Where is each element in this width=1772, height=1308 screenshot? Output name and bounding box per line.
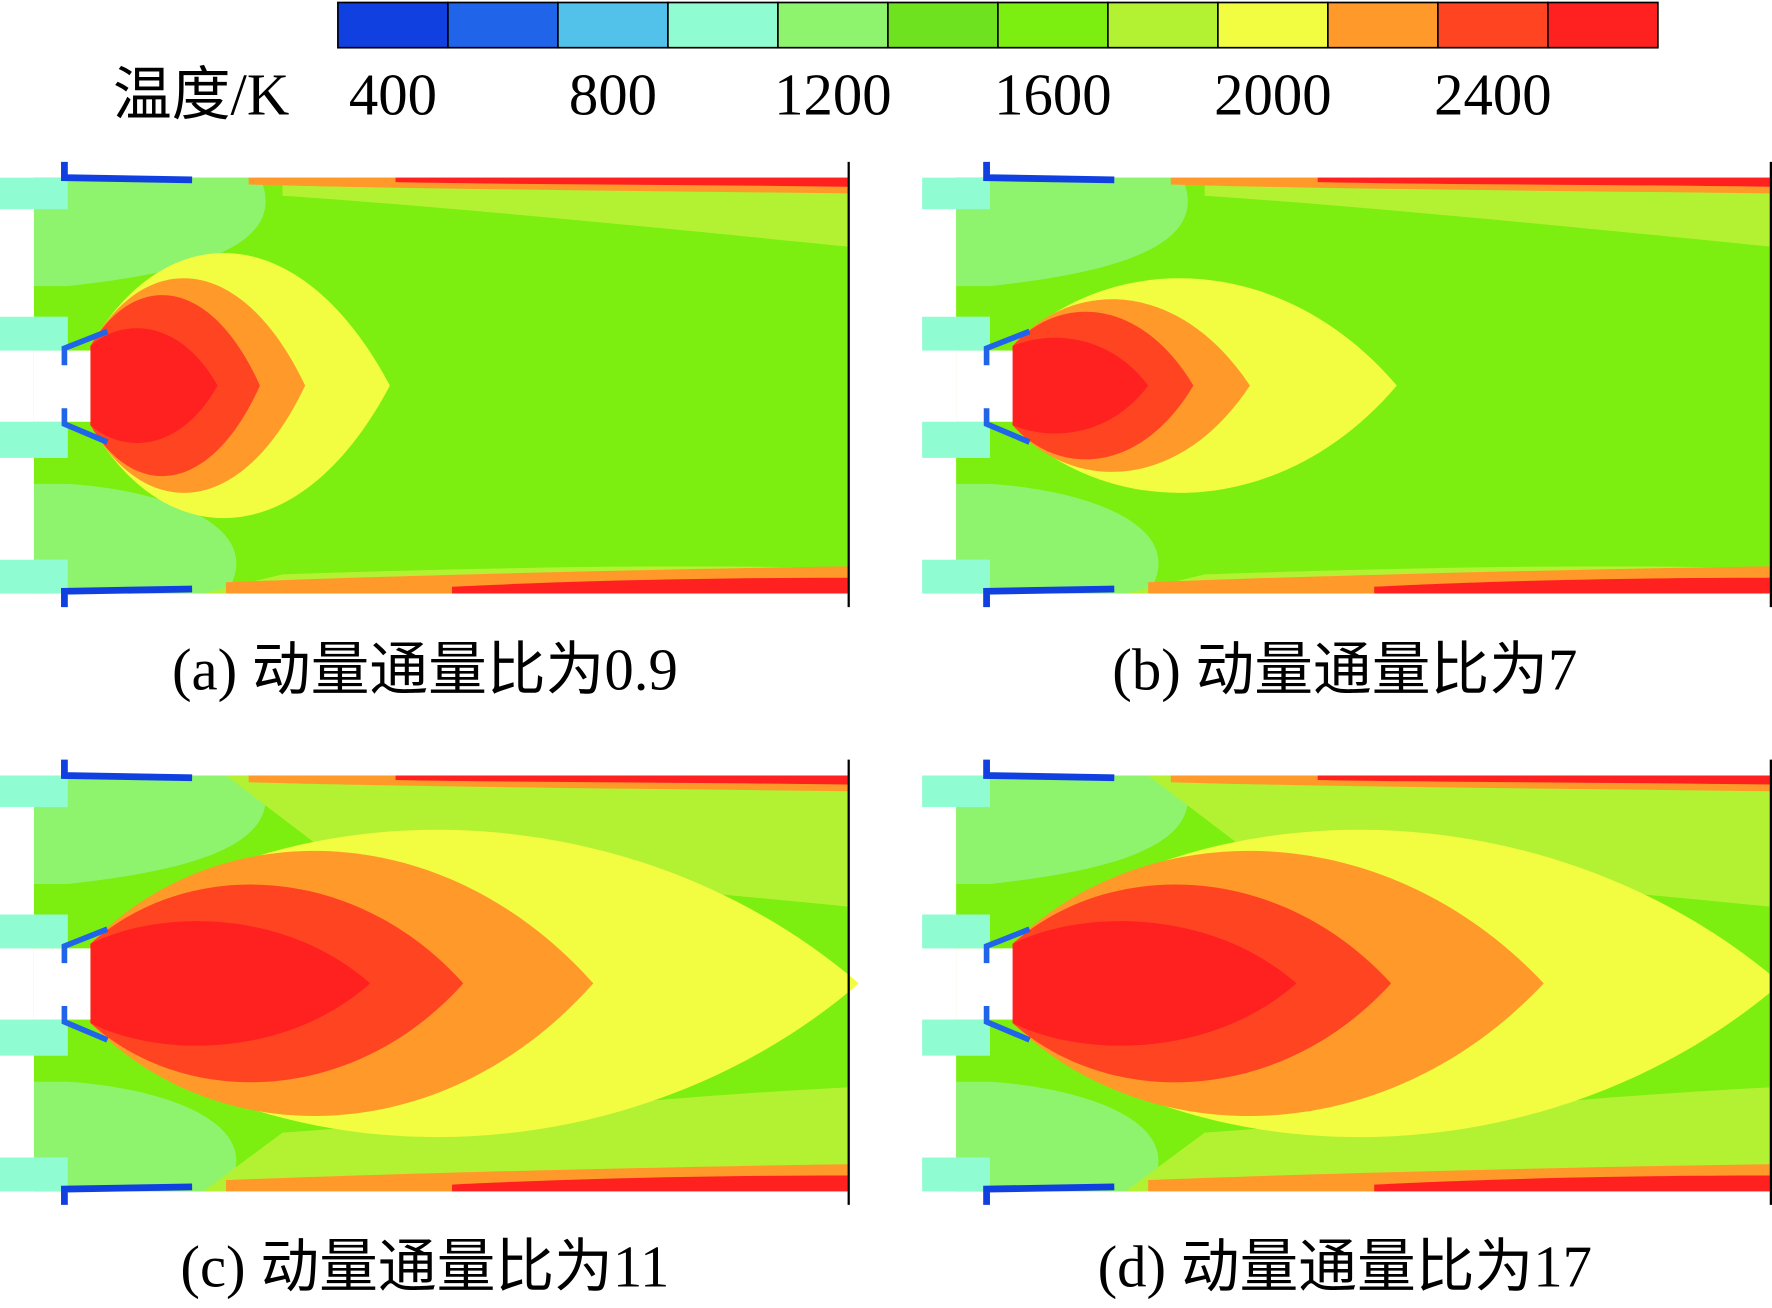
hot-streak [452,577,848,594]
colorbar-tick-label: 2000 [1214,62,1332,127]
panel-caption: (c) 动量通量比为11 [180,1234,669,1299]
inlet [0,559,68,594]
hot-streak [1317,775,1770,785]
cold-wall [983,759,1115,782]
wall [922,1055,957,1158]
panel-caption: (d) 动量通量比为17 [1098,1234,1592,1299]
cold-wall [983,926,1031,1043]
hot-streak [395,775,848,785]
colorbar-cell [337,1,449,49]
cool-zone [956,1081,1159,1192]
cold-wall [61,926,109,1043]
cool-zone [956,177,1188,287]
colorbar-cell [1547,1,1659,49]
colorbar-cell [887,1,999,49]
colorbar-cell [1107,1,1219,49]
inlet [0,421,68,458]
hot-streak [1374,1175,1770,1192]
inlet [0,1019,68,1056]
contour-panel [922,759,1772,1205]
colorbar-tick-label: 1600 [994,62,1112,127]
colorbar-cell [1217,1,1329,49]
inlet [922,316,990,351]
flame-zone [90,921,371,1046]
flame-zone [1012,921,1297,1046]
inlet [922,421,990,458]
cold-wall [61,1183,193,1205]
colorbar-tick-label: 2400 [1434,62,1552,127]
wall [0,457,34,560]
inlet [0,316,68,351]
colorbar-label: 温度/K [113,62,289,127]
cool-zone [33,775,266,884]
cold-wall [61,161,193,184]
inlet [922,1019,990,1056]
contour-panel [0,161,850,608]
warm-band [1204,177,1770,247]
cold-wall [983,1183,1115,1205]
colorbar-cell [447,1,559,49]
warm-band [203,1087,848,1192]
cold-wall [983,328,1031,445]
wall [0,807,34,915]
inlet [922,177,990,210]
cold-wall [61,585,193,608]
colorbar-cell [777,1,889,49]
inlet [922,914,990,949]
cool-zone [956,775,1188,884]
warm-band [282,177,848,247]
wall [922,457,957,560]
colorbar-tick-label: 800 [569,62,657,127]
panel-caption: (a) 动量通量比为0.9 [172,638,678,703]
wall [0,1055,34,1158]
inlet [922,1157,990,1192]
colorbar-cell [1327,1,1439,49]
colorbar-cell [667,1,779,49]
contour-panel [0,759,859,1205]
panel-caption: (b) 动量通量比为7 [1112,638,1577,703]
hot-streak [395,177,848,187]
cold-wall [983,585,1115,608]
colorbar-tick-label: 400 [349,62,437,127]
cool-zone [956,483,1159,594]
colorbar-cell [997,1,1109,49]
inlet [0,1157,68,1192]
cool-zone [33,1081,237,1192]
wall [922,807,957,915]
colorbar-cell [557,1,669,49]
inlet [922,559,990,594]
cold-wall [61,328,109,445]
colorbar-cell [1437,1,1549,49]
inlet [0,914,68,949]
wall [922,209,957,317]
flame-zone [90,328,218,443]
hot-streak [1374,577,1770,594]
inlet [0,177,68,210]
hot-streak [452,1175,848,1192]
warm-band [1125,1087,1770,1192]
colorbar-tick-label: 1200 [774,62,892,127]
cold-wall [983,161,1115,184]
cold-wall [61,759,193,782]
wall [0,209,34,317]
inlet [922,775,990,808]
hot-streak [1317,177,1770,187]
contour-panel [922,161,1772,608]
inlet [0,775,68,808]
flame-zone [1012,337,1149,434]
cool-zone [33,177,266,287]
